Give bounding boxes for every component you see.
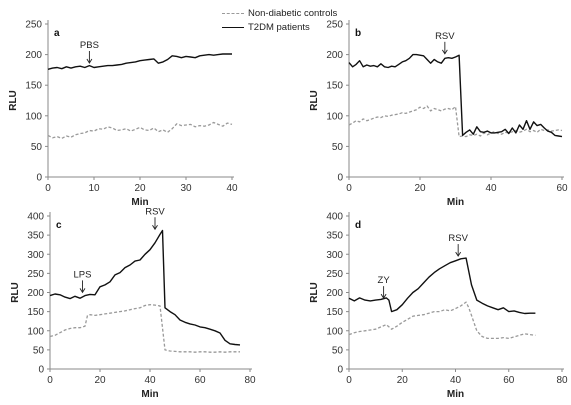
y-tick-label: 400 <box>27 212 44 223</box>
annotation-label: ZY <box>378 275 391 286</box>
y-tick-label: 100 <box>326 326 343 337</box>
y-tick-label: 50 <box>31 142 43 153</box>
x-tick-label: 60 <box>556 183 568 194</box>
legend-swatch-dashed <box>222 12 244 14</box>
x-tick-label: 80 <box>244 375 256 386</box>
y-tick-label: 250 <box>27 269 44 280</box>
y-tick-label: 200 <box>25 50 42 61</box>
legend-label-t2dm: T2DM patients <box>248 21 310 33</box>
series-line-controls <box>47 121 233 140</box>
x-tick-label: 20 <box>94 375 106 386</box>
x-tick-label: 20 <box>397 375 409 386</box>
x-tick-label: 30 <box>180 183 192 194</box>
y-tick-label: 150 <box>25 81 42 92</box>
series-line-t2dm <box>49 229 241 346</box>
legend-label-controls: Non-diabetic controls <box>248 7 338 19</box>
y-tick-label: 0 <box>36 173 42 184</box>
x-tick-label: 40 <box>144 375 156 386</box>
annotation-rsv: RSV <box>448 233 469 257</box>
y-tick-label: 250 <box>326 20 343 31</box>
chart-panel-d: 0 50 100 150 200 250 300 350 400 0 20 40 60 80 Min RLU d… <box>309 212 568 401</box>
y-axis-title: RLU <box>309 282 320 303</box>
x-tick-label: 40 <box>485 183 497 194</box>
y-tick-label: 0 <box>38 365 44 376</box>
chart-panel-a: 0 50 100 150 200 250 0 10 20 30 40 Min RLU a PBS <box>8 20 238 209</box>
y-tick-label: 0 <box>337 173 343 184</box>
y-tick-label: 300 <box>27 250 44 261</box>
annotation-arrow-head <box>380 293 387 299</box>
annotation-rsv: RSV <box>435 31 455 55</box>
y-axis-title: RLU <box>309 90 320 111</box>
annotation-zy: ZY <box>378 275 391 299</box>
x-tick-label: 0 <box>47 375 53 386</box>
series-line-controls <box>348 301 536 340</box>
y-tick-label: 150 <box>27 307 44 318</box>
annotation-label: RSV <box>145 206 165 217</box>
x-tick-label: 40 <box>226 183 238 194</box>
y-tick-label: 200 <box>326 288 343 299</box>
y-tick-label: 300 <box>326 250 343 261</box>
annotation-arrow-head <box>441 49 448 55</box>
annotation-pbs: PBS <box>80 40 99 64</box>
annotation-label: PBS <box>80 40 99 51</box>
panel-letter: d <box>355 220 361 231</box>
panel-letter: b <box>355 28 361 39</box>
panel-letter: c <box>56 220 62 231</box>
y-tick-label: 50 <box>33 345 45 356</box>
y-tick-label: 400 <box>326 212 343 223</box>
y-axis-title: RLU <box>10 282 21 303</box>
y-tick-label: 350 <box>27 231 44 242</box>
y-tick-label: 200 <box>326 50 343 61</box>
x-tick-label: 0 <box>346 375 352 386</box>
series-line-t2dm <box>348 53 563 138</box>
series-line-t2dm <box>47 53 232 70</box>
x-tick-label: 0 <box>346 183 352 194</box>
y-tick-label: 50 <box>332 345 344 356</box>
series-line-controls <box>49 304 240 353</box>
y-axis-title: RLU <box>8 90 19 111</box>
chart-panel-b: 0 50 100 150 200 250 0 20 40 60 Min RLU b RSV <box>309 20 568 209</box>
annotation-label: RSV <box>448 233 468 244</box>
chart-panel-c: 0 50 100 150 200 250 300 350 400 0 20 40 60 80 Min RLU c… <box>10 206 256 400</box>
annotation-arrow-head <box>152 225 158 231</box>
annotation-label: RSV <box>435 31 455 42</box>
series-line-controls <box>348 105 563 138</box>
legend: Non-diabetic controls T2DM patients <box>222 6 372 34</box>
legend-item-controls: Non-diabetic controls <box>222 6 372 20</box>
series-line-t2dm <box>348 257 536 315</box>
x-tick-label: 60 <box>503 375 515 386</box>
legend-item-t2dm: T2DM patients <box>222 20 372 34</box>
x-tick-label: 40 <box>450 375 462 386</box>
annotation-arrow-head <box>79 288 86 294</box>
annotation-arrow-head <box>455 251 462 257</box>
x-tick-label: 20 <box>414 183 426 194</box>
legend-swatch-solid <box>222 26 244 28</box>
x-axis-title: Min <box>141 389 158 400</box>
y-tick-label: 250 <box>25 20 42 31</box>
x-tick-label: 20 <box>134 183 146 194</box>
y-tick-label: 200 <box>27 288 44 299</box>
y-tick-label: 150 <box>326 307 343 318</box>
annotation-arrow-head <box>86 58 93 64</box>
annotation-lps: LPS <box>74 269 92 294</box>
y-tick-label: 0 <box>337 365 343 376</box>
y-tick-label: 350 <box>326 231 343 242</box>
y-tick-label: 100 <box>25 111 42 122</box>
x-tick-label: 60 <box>194 375 206 386</box>
x-axis-title: Min <box>131 197 148 208</box>
panel-letter: a <box>54 28 60 39</box>
x-tick-label: 0 <box>45 183 51 194</box>
annotation-rsv: RSV <box>145 206 165 231</box>
y-tick-label: 50 <box>332 142 344 153</box>
x-axis-title: Min <box>447 197 464 208</box>
y-tick-label: 100 <box>326 111 343 122</box>
y-tick-label: 150 <box>326 81 343 92</box>
y-tick-label: 100 <box>27 326 44 337</box>
x-axis-title: Min <box>447 389 464 400</box>
annotation-label: LPS <box>74 269 92 280</box>
x-tick-label: 80 <box>556 375 568 386</box>
x-tick-label: 10 <box>88 183 100 194</box>
y-tick-label: 250 <box>326 269 343 280</box>
